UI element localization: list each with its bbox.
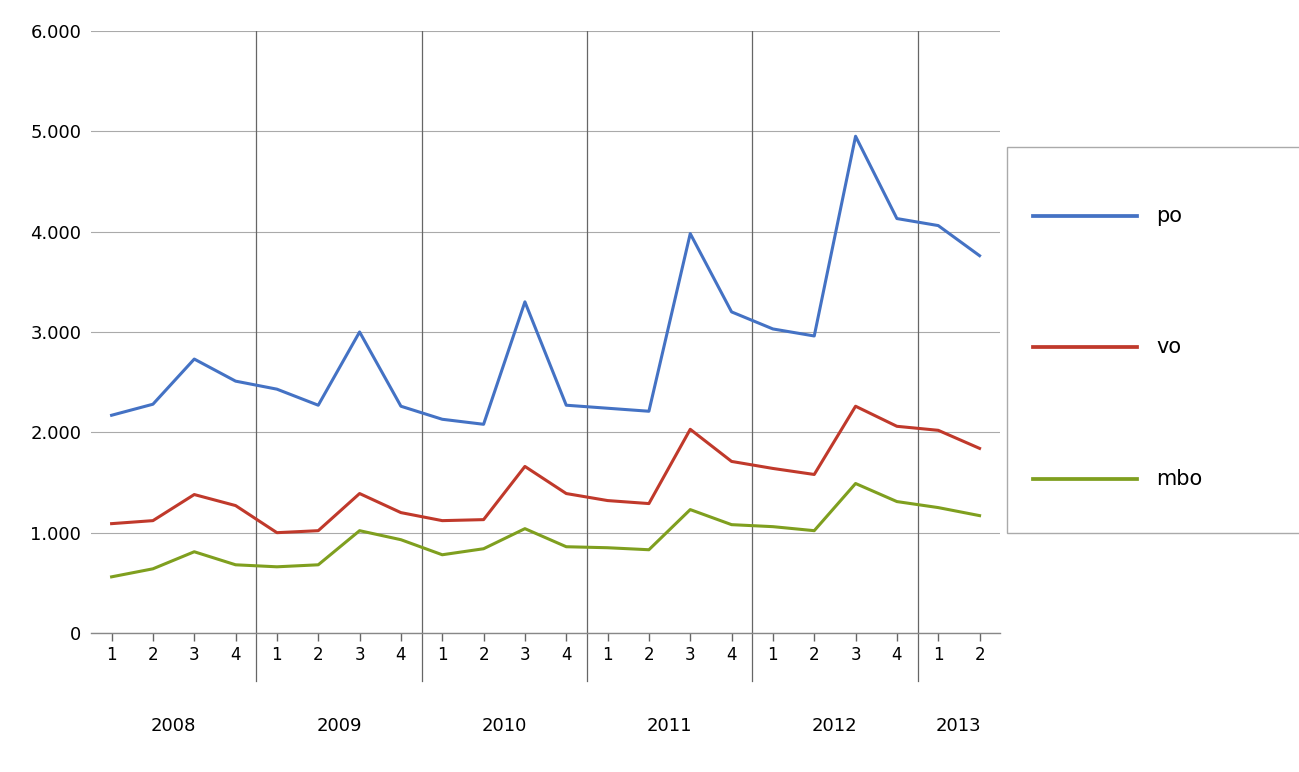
Text: 2008: 2008 — [151, 717, 196, 736]
Text: 2012: 2012 — [812, 717, 857, 736]
Text: mbo: mbo — [1156, 469, 1203, 489]
Text: 2010: 2010 — [482, 717, 527, 736]
Text: 2011: 2011 — [647, 717, 692, 736]
Text: mbo: mbo — [1156, 469, 1203, 489]
Text: po: po — [1156, 206, 1182, 226]
Text: 2009: 2009 — [316, 717, 361, 736]
Text: vo: vo — [1156, 337, 1181, 357]
Text: po: po — [1156, 206, 1182, 226]
Text: vo: vo — [1156, 337, 1181, 357]
Text: 2013: 2013 — [937, 717, 982, 736]
